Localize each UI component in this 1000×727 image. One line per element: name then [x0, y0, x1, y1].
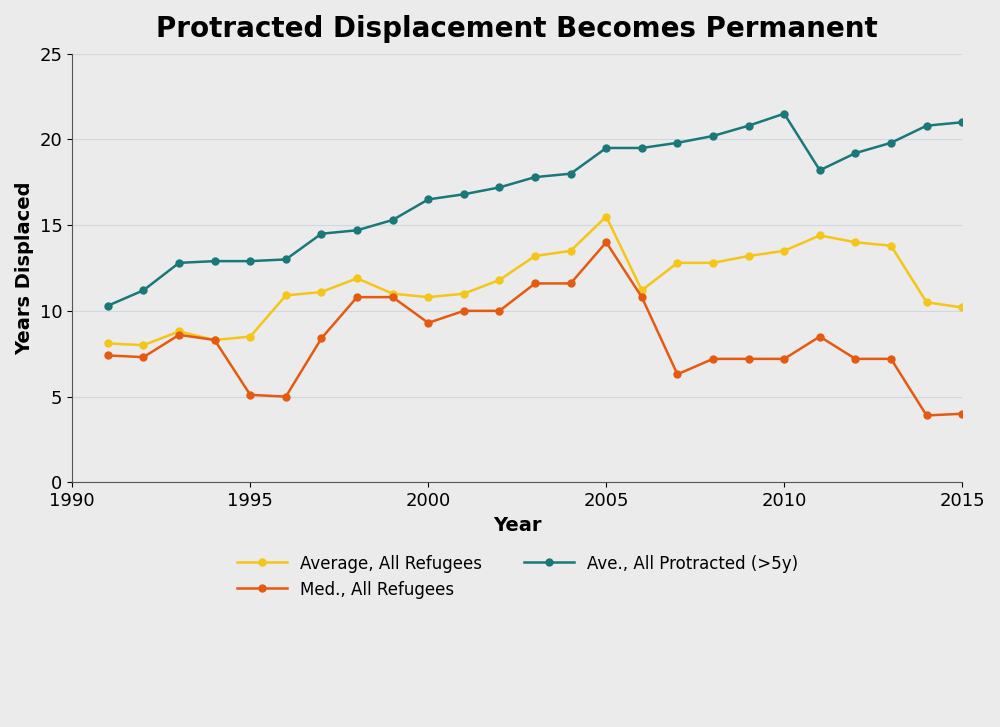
Ave., All Protracted (>5y) [209, 257, 221, 265]
Med., All Refugees [743, 355, 755, 364]
Average, All Refugees [885, 241, 897, 250]
Average, All Refugees [280, 291, 292, 300]
Ave., All Protracted (>5y) [778, 109, 790, 118]
Med., All Refugees [778, 355, 790, 364]
Med., All Refugees [315, 334, 327, 342]
Ave., All Protracted (>5y) [849, 149, 861, 158]
Ave., All Protracted (>5y) [956, 118, 968, 126]
Ave., All Protracted (>5y) [458, 190, 470, 198]
Average, All Refugees [636, 286, 648, 294]
Med., All Refugees [102, 351, 114, 360]
Ave., All Protracted (>5y) [600, 144, 612, 153]
Average, All Refugees [956, 303, 968, 312]
Med., All Refugees [458, 307, 470, 316]
Ave., All Protracted (>5y) [529, 173, 541, 182]
Line: Ave., All Protracted (>5y): Ave., All Protracted (>5y) [104, 111, 966, 309]
Ave., All Protracted (>5y) [315, 229, 327, 238]
Average, All Refugees [565, 246, 577, 255]
Ave., All Protracted (>5y) [351, 226, 363, 235]
Ave., All Protracted (>5y) [814, 166, 826, 174]
Ave., All Protracted (>5y) [244, 257, 256, 265]
Med., All Refugees [387, 293, 399, 302]
Ave., All Protracted (>5y) [422, 195, 434, 204]
Med., All Refugees [671, 370, 683, 379]
Line: Average, All Refugees: Average, All Refugees [104, 213, 966, 349]
Med., All Refugees [814, 332, 826, 341]
Average, All Refugees [173, 327, 185, 336]
Med., All Refugees [244, 390, 256, 399]
Average, All Refugees [244, 332, 256, 341]
Med., All Refugees [956, 409, 968, 418]
Ave., All Protracted (>5y) [102, 302, 114, 310]
Average, All Refugees [209, 336, 221, 345]
Med., All Refugees [137, 353, 149, 361]
Average, All Refugees [315, 288, 327, 297]
Med., All Refugees [351, 293, 363, 302]
Med., All Refugees [707, 355, 719, 364]
Ave., All Protracted (>5y) [921, 121, 933, 130]
Average, All Refugees [387, 289, 399, 298]
Ave., All Protracted (>5y) [636, 144, 648, 153]
Ave., All Protracted (>5y) [137, 286, 149, 294]
Ave., All Protracted (>5y) [671, 138, 683, 147]
Average, All Refugees [102, 339, 114, 348]
Average, All Refugees [529, 252, 541, 260]
Ave., All Protracted (>5y) [173, 259, 185, 268]
Average, All Refugees [671, 259, 683, 268]
Average, All Refugees [600, 212, 612, 221]
Average, All Refugees [814, 231, 826, 240]
Med., All Refugees [493, 307, 505, 316]
Ave., All Protracted (>5y) [885, 138, 897, 147]
Ave., All Protracted (>5y) [493, 183, 505, 192]
Legend: Average, All Refugees, Med., All Refugees, Ave., All Protracted (>5y): Average, All Refugees, Med., All Refugee… [228, 547, 806, 608]
Average, All Refugees [458, 289, 470, 298]
Med., All Refugees [280, 393, 292, 401]
Med., All Refugees [600, 238, 612, 246]
Average, All Refugees [921, 298, 933, 307]
Med., All Refugees [422, 318, 434, 327]
Average, All Refugees [351, 274, 363, 283]
Med., All Refugees [173, 331, 185, 340]
Med., All Refugees [921, 411, 933, 419]
Average, All Refugees [743, 252, 755, 260]
Line: Med., All Refugees: Med., All Refugees [104, 238, 966, 419]
Average, All Refugees [849, 238, 861, 246]
Ave., All Protracted (>5y) [387, 216, 399, 225]
Average, All Refugees [422, 293, 434, 302]
Med., All Refugees [565, 279, 577, 288]
Med., All Refugees [209, 336, 221, 345]
Med., All Refugees [849, 355, 861, 364]
Med., All Refugees [636, 293, 648, 302]
Ave., All Protracted (>5y) [280, 255, 292, 264]
Average, All Refugees [137, 341, 149, 350]
Average, All Refugees [707, 259, 719, 268]
Average, All Refugees [778, 246, 790, 255]
Title: Protracted Displacement Becomes Permanent: Protracted Displacement Becomes Permanen… [156, 15, 878, 43]
Ave., All Protracted (>5y) [707, 132, 719, 140]
Average, All Refugees [493, 276, 505, 284]
Y-axis label: Years Displaced: Years Displaced [15, 181, 34, 355]
Ave., All Protracted (>5y) [743, 121, 755, 130]
Med., All Refugees [529, 279, 541, 288]
Ave., All Protracted (>5y) [565, 169, 577, 178]
Med., All Refugees [885, 355, 897, 364]
X-axis label: Year: Year [493, 515, 541, 534]
